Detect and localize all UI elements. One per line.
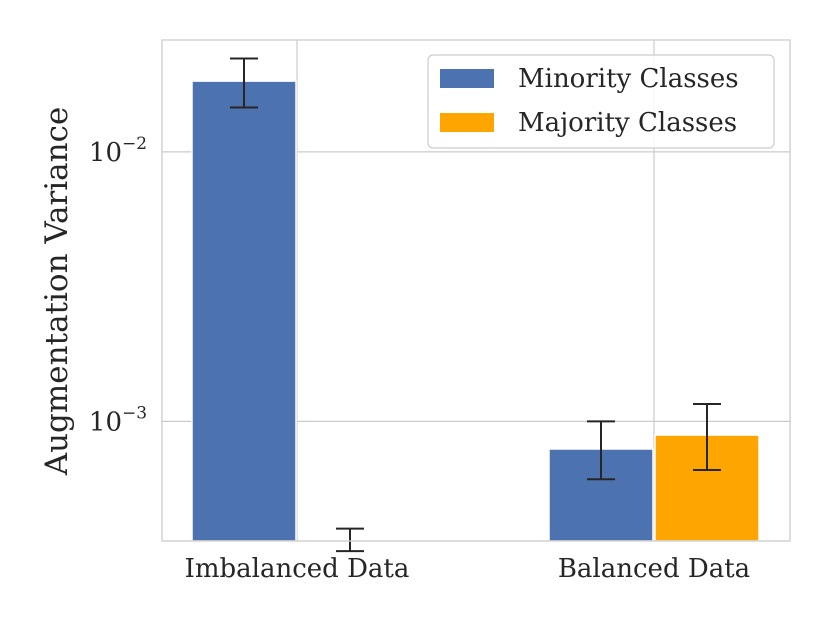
y-tick-label: 10−2 [89, 134, 147, 168]
legend-frame [427, 54, 775, 149]
legend-label: Minority Classes [518, 64, 739, 94]
legend: Minority Classes Majority Classes [427, 54, 775, 149]
x-tick-labels: Imbalanced Data Balanced Data [185, 554, 751, 584]
y-tick-label: 10−3 [89, 403, 147, 437]
x-tick-label: Balanced Data [558, 554, 750, 584]
y-axis-label: Augmentation Variance [39, 107, 75, 477]
error-bar [587, 420, 615, 481]
x-tick-label: Imbalanced Data [185, 554, 410, 584]
legend-swatch-minority [440, 69, 494, 88]
error-bar [693, 403, 721, 472]
errorbars-layer [230, 57, 721, 553]
plot-frame [161, 39, 791, 542]
legend-swatch-majority [440, 113, 494, 132]
bar-minority-0 [191, 80, 297, 542]
error-bar [230, 57, 258, 109]
error-bar [336, 527, 364, 553]
y-tick-labels: 10−2 10−3 [89, 134, 147, 438]
legend-label: Majority Classes [518, 108, 737, 138]
